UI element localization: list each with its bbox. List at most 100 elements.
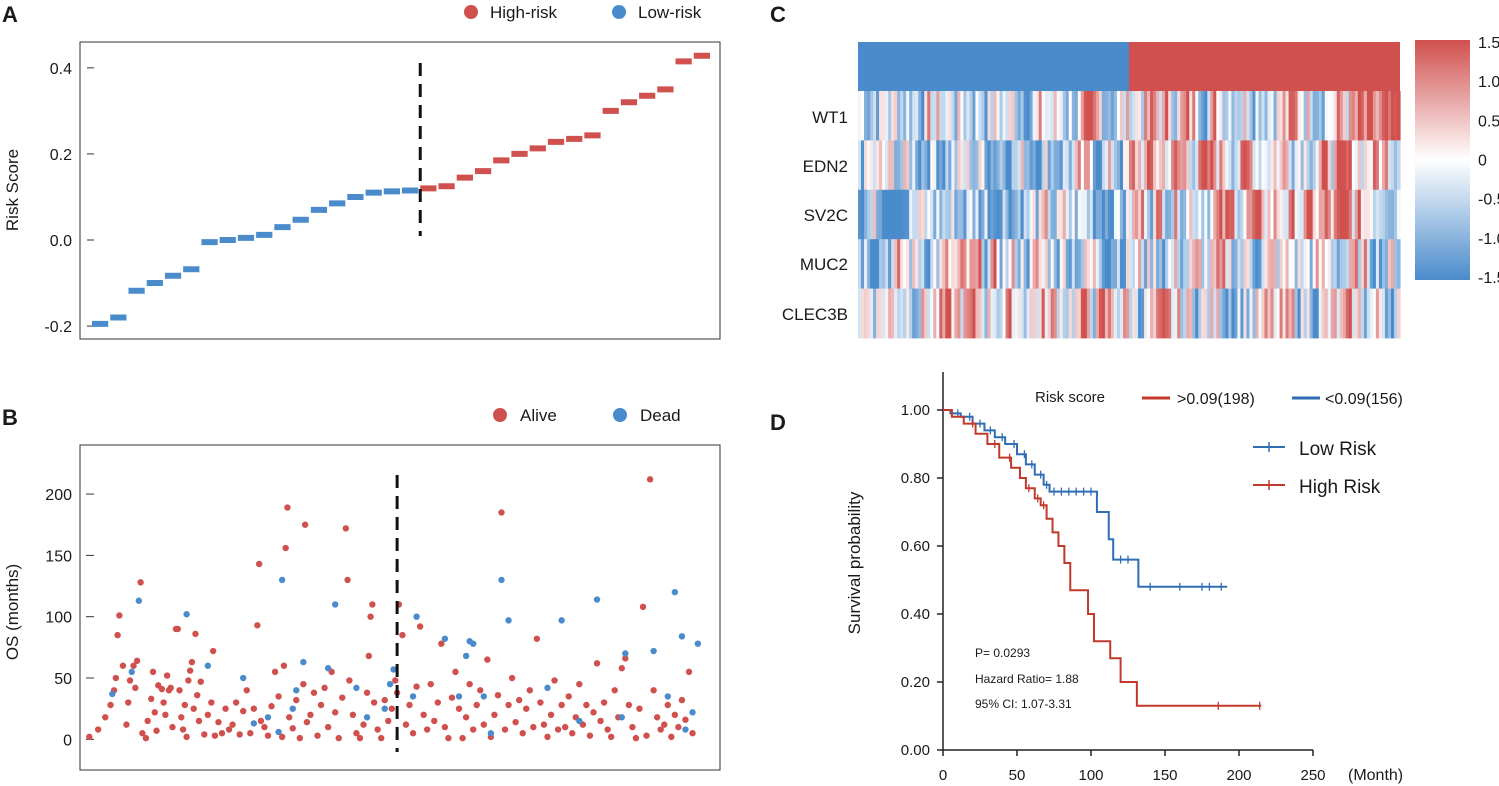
heat-cell-sv2c-137 — [1270, 189, 1275, 240]
heat-cell-muc2-51 — [1011, 239, 1016, 289]
heat-cell-sv2c-136 — [1267, 189, 1272, 240]
heat-cell-wt1-93 — [1138, 91, 1142, 141]
b-ytick-label-1: 150 — [45, 548, 72, 565]
heat-cell-clec3b-132 — [1255, 288, 1260, 339]
heat-cell-muc2-57 — [1029, 239, 1034, 289]
heat-cell-clec3b-93 — [1138, 288, 1142, 339]
heat-cell-muc2-145 — [1294, 239, 1299, 289]
heat-cell-edn2-52 — [1014, 140, 1019, 191]
heat-cell-wt1-85 — [1113, 91, 1118, 141]
legend-b-dead-label: Dead — [640, 406, 681, 425]
heat-cell-edn2-105 — [1174, 140, 1178, 191]
heat-cell-muc2-163 — [1348, 239, 1353, 289]
heat-cell-edn2-59 — [1035, 140, 1040, 191]
heat-cell-wt1-80 — [1098, 91, 1103, 141]
dead-point-34 — [593, 596, 601, 603]
heat-cell-edn2-147 — [1300, 140, 1305, 191]
heat-cell-sv2c-33 — [957, 189, 961, 240]
heat-cell-wt1-167 — [1360, 91, 1365, 141]
heat-cell-wt1-52 — [1014, 91, 1019, 141]
heat-cell-clec3b-54 — [1020, 288, 1025, 339]
heat-cell-clec3b-5 — [873, 288, 877, 339]
heat-cell-sv2c-76 — [1086, 189, 1091, 240]
heat-cell-wt1-133 — [1258, 91, 1263, 141]
heat-cell-wt1-83 — [1107, 91, 1112, 141]
heat-cell-sv2c-106 — [1177, 189, 1181, 240]
heat-cell-wt1-118 — [1213, 91, 1217, 141]
heat-cell-wt1-43 — [987, 91, 992, 141]
heat-cell-muc2-37 — [969, 239, 974, 289]
heat-cell-sv2c-122 — [1225, 189, 1229, 240]
heat-cell-muc2-164 — [1351, 239, 1356, 289]
heat-cell-edn2-165 — [1354, 140, 1359, 191]
heat-cell-edn2-164 — [1351, 140, 1356, 191]
heat-cell-wt1-103 — [1168, 91, 1172, 141]
heat-cell-wt1-78 — [1092, 91, 1097, 141]
alive-point-114 — [409, 730, 417, 737]
heat-cell-clec3b-41 — [981, 288, 986, 339]
b-ytick-label-3: 50 — [54, 671, 72, 688]
heat-cell-edn2-121 — [1222, 140, 1226, 191]
heat-cell-edn2-51 — [1011, 140, 1016, 191]
heat-cell-edn2-24 — [930, 140, 934, 191]
heat-cell-muc2-146 — [1297, 239, 1302, 289]
heat-cell-clec3b-43 — [987, 288, 992, 339]
alive-point-180 — [643, 732, 650, 739]
heat-cell-muc2-102 — [1165, 239, 1169, 289]
alive-point-53 — [222, 705, 229, 712]
a-ytick-label-2: 0.0 — [50, 233, 72, 250]
heat-cell-muc2-165 — [1354, 239, 1359, 289]
heat-cell-edn2-4 — [870, 140, 874, 191]
heat-cell-muc2-23 — [927, 239, 931, 289]
heat-cell-wt1-53 — [1017, 91, 1022, 141]
heatmap — [858, 42, 1401, 339]
heat-cell-sv2c-131 — [1252, 189, 1257, 240]
heat-cell-wt1-146 — [1297, 91, 1302, 141]
heat-cell-sv2c-30 — [948, 189, 952, 240]
heat-cell-wt1-68 — [1062, 91, 1067, 141]
alive-point-30 — [169, 723, 176, 731]
heat-cell-clec3b-178 — [1393, 288, 1398, 339]
heat-cell-muc2-31 — [951, 239, 955, 289]
heat-cell-sv2c-121 — [1222, 189, 1226, 240]
heat-cell-sv2c-128 — [1243, 189, 1248, 240]
heat-cell-clec3b-135 — [1264, 288, 1269, 339]
heat-cell-clec3b-86 — [1116, 288, 1121, 339]
alive-point-111 — [399, 631, 406, 639]
heat-cell-muc2-97 — [1150, 239, 1154, 289]
heat-cell-wt1-91 — [1132, 91, 1136, 141]
alive-point-54 — [225, 726, 233, 733]
heat-cell-muc2-99 — [1156, 239, 1160, 289]
dead-point-36 — [622, 650, 629, 657]
alive-point-57 — [236, 731, 243, 738]
heat-cell-clec3b-157 — [1330, 288, 1335, 339]
heat-cell-muc2-81 — [1101, 239, 1106, 289]
heat-cell-sv2c-82 — [1104, 189, 1109, 240]
heat-cell-clec3b-87 — [1119, 288, 1124, 339]
colorbar-tick-1: 1.0 — [1478, 74, 1499, 91]
heat-cell-sv2c-108 — [1183, 189, 1187, 240]
heat-cell-edn2-167 — [1360, 140, 1365, 191]
heat-cell-wt1-61 — [1041, 91, 1046, 141]
heat-cell-clec3b-8 — [882, 288, 886, 339]
heat-cell-edn2-163 — [1348, 140, 1353, 191]
heat-cell-muc2-91 — [1132, 239, 1136, 289]
heat-cell-edn2-42 — [984, 140, 989, 191]
heat-cell-clec3b-23 — [927, 288, 931, 339]
heat-cell-wt1-155 — [1324, 91, 1329, 141]
heat-cell-muc2-174 — [1381, 239, 1386, 289]
heat-cell-muc2-98 — [1153, 239, 1157, 289]
heat-cell-clec3b-146 — [1297, 288, 1302, 339]
dead-point-18 — [386, 680, 394, 688]
heat-cell-sv2c-97 — [1150, 189, 1154, 240]
heat-cell-sv2c-88 — [1122, 189, 1127, 240]
legend-d-low-label: <0.09(156) — [1325, 391, 1403, 408]
heat-cell-wt1-59 — [1035, 91, 1040, 141]
heat-cell-sv2c-164 — [1351, 189, 1356, 240]
heat-cell-wt1-79 — [1095, 91, 1100, 141]
gene-label-muc2: MUC2 — [800, 255, 848, 274]
heat-cell-muc2-169 — [1366, 239, 1371, 289]
heat-cell-muc2-80 — [1098, 239, 1103, 289]
dead-point-21 — [413, 613, 420, 620]
heat-cell-muc2-49 — [1005, 239, 1010, 289]
